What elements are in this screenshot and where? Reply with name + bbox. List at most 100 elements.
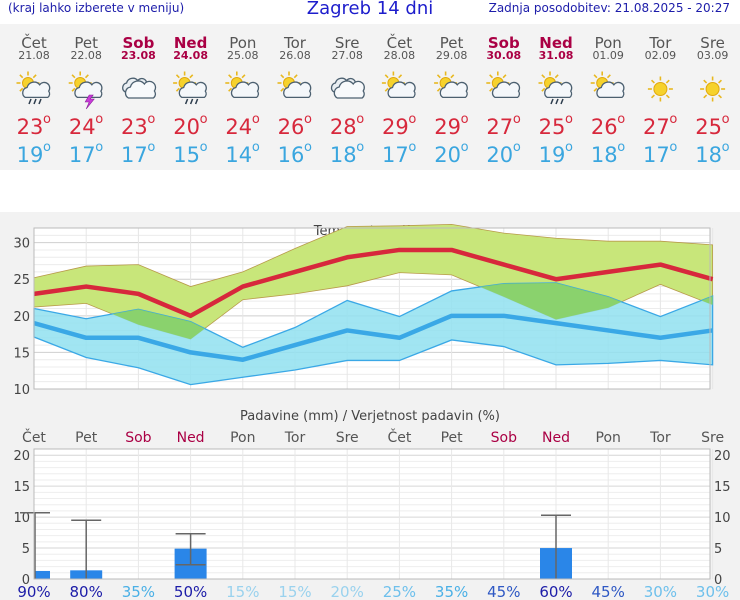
precip-day-label: Sob bbox=[125, 430, 151, 446]
sunny-icon bbox=[647, 76, 673, 102]
precip-day-label: Tor bbox=[649, 430, 671, 446]
rain-drop bbox=[28, 98, 32, 105]
page-title: Zagreb 14 dni bbox=[306, 0, 434, 19]
sun-ray bbox=[384, 74, 389, 79]
tmin-line bbox=[33, 313, 713, 362]
precipitation-plot-area bbox=[34, 449, 710, 579]
precip-probability: 60% bbox=[539, 583, 572, 600]
min-temp: 20 bbox=[486, 143, 513, 167]
sun-ray bbox=[175, 87, 180, 92]
min-temp: 19 bbox=[539, 143, 566, 167]
degree-sign-max: o bbox=[252, 112, 260, 127]
temp-tick-label: 20 bbox=[13, 310, 30, 325]
temp-tick-label: 15 bbox=[13, 346, 30, 361]
precip-day-label: Sre bbox=[336, 430, 359, 446]
min-temp: 19 bbox=[17, 143, 44, 167]
degree-sign-max: o bbox=[200, 112, 208, 127]
degree-sign-max: o bbox=[565, 112, 573, 127]
degree-sign-min: o bbox=[147, 140, 155, 155]
rain-drop bbox=[184, 98, 189, 105]
rain-drop bbox=[189, 98, 194, 105]
precip-tick-label-right: 5 bbox=[714, 542, 722, 557]
precip-day-label: Pet bbox=[441, 430, 464, 446]
cloud bbox=[22, 81, 51, 99]
degree-sign-max: o bbox=[95, 112, 103, 127]
sun-disc bbox=[705, 82, 720, 96]
sun-ray bbox=[398, 74, 403, 79]
sun-ray bbox=[280, 74, 285, 79]
precip-tick-label-left: 0 bbox=[22, 573, 30, 588]
precip-bar bbox=[34, 570, 50, 579]
temp-tick-label: 25 bbox=[13, 273, 30, 288]
day-name: Pet bbox=[440, 34, 464, 52]
rain-drop bbox=[194, 98, 199, 105]
degree-sign-min: o bbox=[513, 140, 521, 155]
degree-sign-max: o bbox=[461, 112, 469, 127]
sun-ray bbox=[665, 79, 670, 84]
page-header: (kraj lahko izberete v meniju) Zagreb 14… bbox=[0, 0, 740, 20]
day-date: 21.08 bbox=[18, 49, 50, 62]
precip-probability: 45% bbox=[592, 583, 625, 600]
partly-cloudy-icon bbox=[381, 71, 416, 99]
max-temp: 25 bbox=[539, 115, 566, 139]
sun-cloud-storm-icon bbox=[68, 71, 103, 110]
degree-sign-max: o bbox=[617, 112, 625, 127]
sun-ray bbox=[293, 74, 298, 79]
precip-tick-label-right: 20 bbox=[714, 449, 731, 464]
partly-cloudy-icon bbox=[225, 71, 260, 99]
rain-drop bbox=[560, 98, 564, 105]
precip-tick-label-right: 10 bbox=[714, 511, 731, 526]
max-temp: 23 bbox=[121, 115, 148, 139]
precip-day-label: Ned bbox=[177, 430, 205, 446]
degree-sign-min: o bbox=[95, 140, 103, 155]
min-temp: 14 bbox=[225, 143, 252, 167]
partly-cloudy-icon bbox=[434, 71, 468, 99]
min-temp: 17 bbox=[69, 143, 96, 167]
temp-tick-label: 10 bbox=[13, 383, 30, 398]
sun-ray bbox=[718, 79, 723, 84]
cloud bbox=[230, 81, 260, 99]
cloud bbox=[283, 81, 312, 99]
min-temp: 17 bbox=[121, 143, 148, 167]
sun-ray bbox=[32, 74, 37, 79]
sun-ray bbox=[665, 94, 670, 99]
day-date: 24.08 bbox=[173, 49, 208, 62]
partly-cloudy-icon bbox=[590, 71, 625, 99]
temp-tick-label: 30 bbox=[13, 237, 30, 252]
last-updated: Zadnja posodobitev: 21.08.2025 - 20:27 bbox=[488, 1, 730, 15]
sun-ray bbox=[541, 74, 546, 79]
max-temp: 29 bbox=[382, 115, 409, 139]
precip-day-label: Pet bbox=[75, 430, 98, 446]
sun-ray bbox=[593, 87, 598, 92]
precip-day-label: Čet bbox=[22, 428, 46, 446]
day-date: 28.08 bbox=[384, 49, 416, 62]
partly-cloudy-icon bbox=[277, 71, 312, 99]
precip-probability: 30% bbox=[696, 583, 729, 600]
rain-drop bbox=[550, 98, 554, 105]
degree-sign-min: o bbox=[617, 140, 625, 155]
day-date: 03.09 bbox=[697, 49, 729, 62]
cloud bbox=[491, 81, 521, 99]
precip-probability: 45% bbox=[487, 583, 520, 600]
day-date: 23.08 bbox=[121, 49, 156, 62]
lightning-bolt bbox=[84, 94, 95, 110]
sun-disc bbox=[653, 82, 668, 96]
precip-probability: 35% bbox=[122, 583, 155, 600]
front-cloud bbox=[333, 80, 365, 99]
precip-day-label: Čet bbox=[387, 428, 411, 446]
day-date: 25.08 bbox=[227, 49, 259, 62]
precip-tick-label-left: 10 bbox=[13, 511, 30, 526]
tmax-line bbox=[33, 247, 714, 319]
partly-cloudy-icon bbox=[486, 71, 521, 99]
precip-probability: 90% bbox=[17, 583, 50, 600]
degree-sign-min: o bbox=[722, 140, 730, 155]
day-date: 31.08 bbox=[539, 49, 574, 62]
precip-tick-label-right: 15 bbox=[714, 480, 731, 495]
precipitation-plot-border bbox=[33, 448, 711, 580]
sun-ray bbox=[718, 94, 723, 99]
